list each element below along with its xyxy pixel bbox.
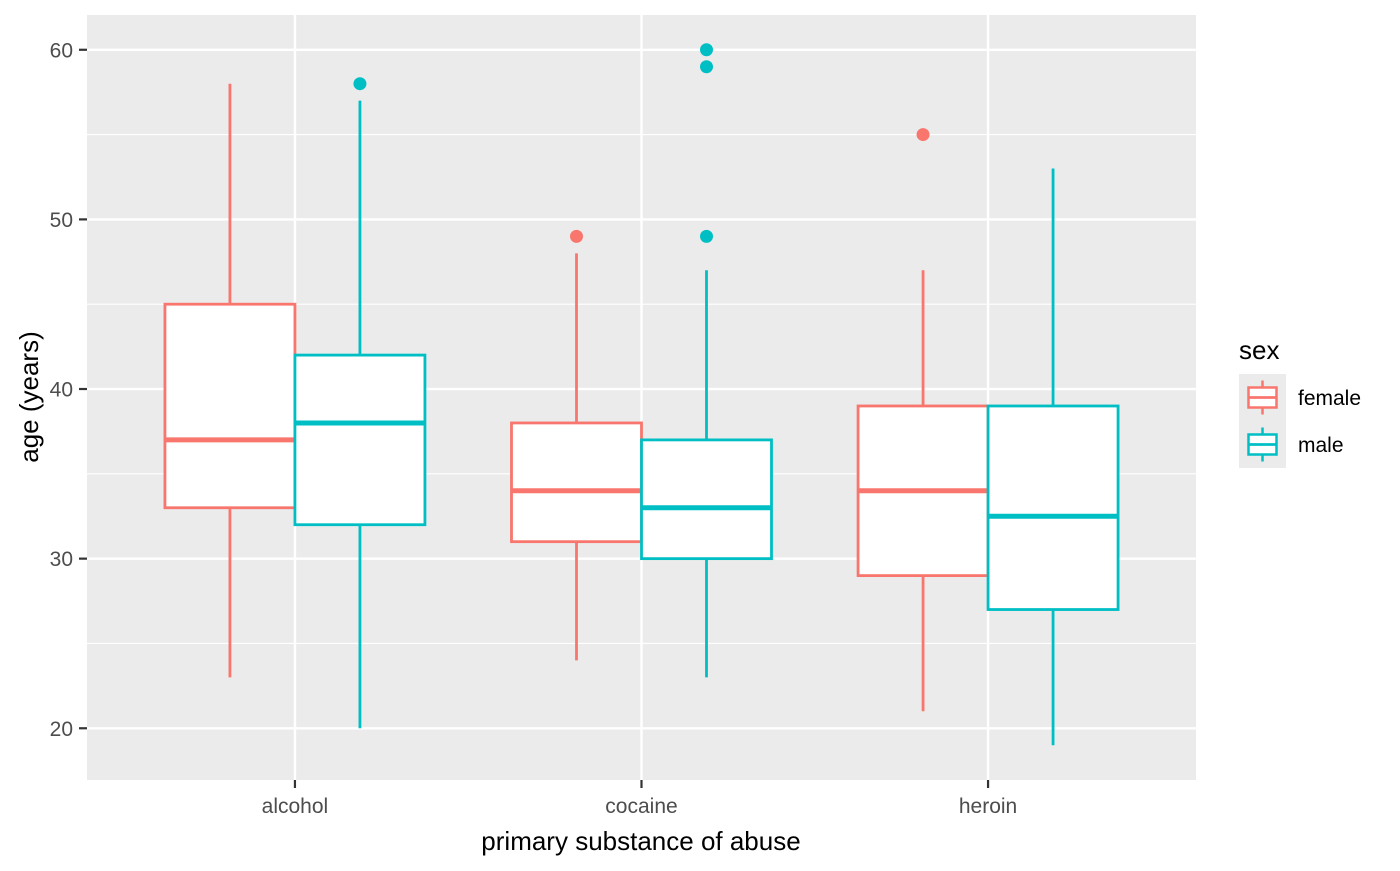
outlier-point-cocaine-female <box>570 229 583 243</box>
legend-entry-male: male <box>1239 421 1344 468</box>
boxplot-cocaine-male <box>640 270 773 678</box>
x-tick-label-heroin: heroin <box>959 795 1017 818</box>
outlier-point-cocaine-male <box>700 43 713 57</box>
y-axis-title: age (years) <box>14 331 44 463</box>
axis-tick-labels: 20 30 40 50 60 alcohol cocaine heroin <box>50 39 1018 818</box>
legend-label-male: male <box>1298 434 1344 457</box>
iqr-box <box>640 438 773 561</box>
outlier-point-cocaine-male <box>700 60 713 74</box>
boxplot-heroin-male <box>986 168 1120 746</box>
y-tick-label: 50 <box>50 209 73 232</box>
x-tick-label-cocaine: cocaine <box>605 795 677 818</box>
outlier-point-heroin-female <box>916 128 930 142</box>
legend-entry-female: female <box>1239 374 1361 421</box>
x-tick-label-alcohol: alcohol <box>262 795 329 818</box>
legend: female male <box>1239 374 1361 468</box>
boxplot-alcohol-male <box>293 100 427 729</box>
iqr-box <box>510 421 643 544</box>
boxplot-alcohol-female <box>163 83 297 678</box>
iqr-box <box>163 302 297 510</box>
outlier-point-cocaine-male <box>700 229 713 243</box>
legend-label-female: female <box>1298 387 1361 410</box>
boxplot-layer <box>163 83 1120 746</box>
y-tick-label: 30 <box>50 548 73 571</box>
boxplot-cocaine-female <box>510 253 643 661</box>
x-axis-title: primary substance of abuse <box>481 826 800 856</box>
iqr-box <box>986 404 1120 611</box>
boxplot-heroin-female <box>856 270 990 712</box>
y-tick-label: 60 <box>50 39 73 62</box>
axis-tick-marks <box>79 48 990 788</box>
legend-title: sex <box>1239 335 1279 365</box>
iqr-box <box>293 353 427 527</box>
y-tick-label: 20 <box>50 718 73 741</box>
outlier-point-alcohol-male <box>353 77 367 91</box>
y-tick-label: 40 <box>50 379 73 402</box>
outlier-layer <box>353 43 930 243</box>
